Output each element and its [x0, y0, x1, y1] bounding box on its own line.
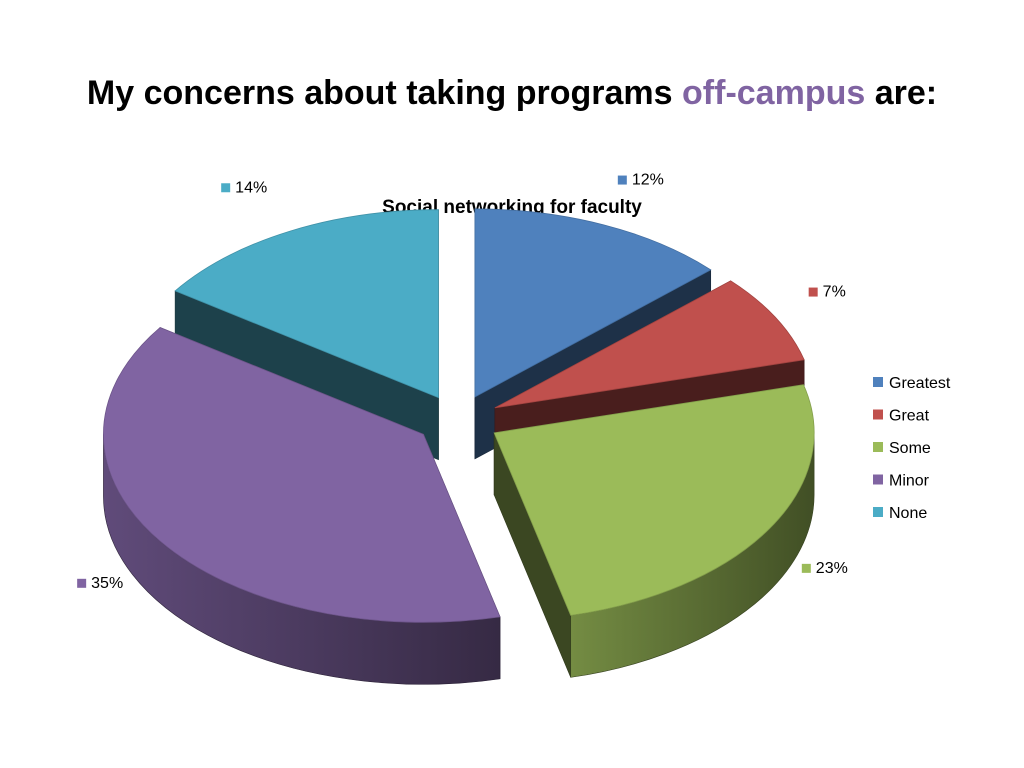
data-label-marker-great	[808, 287, 818, 297]
legend-item-greatest: Greatest	[873, 375, 951, 392]
legend-swatch-some	[873, 442, 883, 452]
pie-slice-some	[493, 384, 815, 678]
slide-title: My concerns about taking programs off-ca…	[0, 74, 1024, 113]
data-label-marker-some	[801, 563, 811, 573]
data-label-great: 7%	[808, 284, 846, 301]
data-label-text-none: 14%	[235, 179, 267, 196]
data-label-minor: 35%	[77, 575, 123, 592]
slice-top-great	[494, 280, 805, 409]
legend: Greatest Great Some Minor None	[873, 375, 951, 522]
legend-item-some: Some	[873, 440, 931, 457]
data-label-marker-greatest	[617, 175, 627, 185]
title-accent-word: off-campus	[682, 74, 866, 112]
legend-label-greatest: Greatest	[889, 375, 951, 392]
data-labels: 12% 7% 23% 35% 14%	[77, 172, 848, 592]
legend-swatch-minor	[873, 474, 883, 485]
pie-slice-minor	[103, 327, 501, 685]
data-label-text-great: 7%	[823, 284, 846, 301]
chart-title: Social networking for faculty	[382, 197, 642, 218]
legend-label-some: Some	[889, 440, 931, 457]
legend-label-none: None	[889, 505, 927, 522]
data-label-none: 14%	[221, 179, 267, 196]
legend-item-none: None	[873, 505, 927, 522]
pie-slices	[103, 208, 815, 685]
data-label-some: 23%	[801, 560, 848, 577]
data-label-text-minor: 35%	[91, 575, 123, 592]
data-label-greatest: 12%	[617, 172, 664, 189]
legend-swatch-none	[873, 507, 883, 517]
data-label-text-some: 23%	[816, 560, 848, 577]
legend-swatch-great	[873, 409, 883, 420]
slice-top-greatest	[474, 208, 712, 398]
title-text-end: are:	[865, 74, 938, 112]
data-label-marker-none	[221, 183, 231, 193]
slice-top-none	[174, 209, 439, 399]
slice-top-some	[493, 384, 815, 616]
legend-label-minor: Minor	[889, 473, 930, 490]
slice-top-minor	[103, 327, 501, 623]
title-text-start: My concerns about taking programs	[86, 74, 683, 112]
data-label-text-greatest: 12%	[632, 172, 664, 189]
legend-swatch-greatest	[873, 377, 883, 387]
legend-item-great: Great	[873, 408, 930, 425]
data-label-marker-minor	[77, 578, 87, 588]
legend-item-minor: Minor	[873, 473, 930, 490]
legend-label-great: Great	[889, 408, 930, 425]
